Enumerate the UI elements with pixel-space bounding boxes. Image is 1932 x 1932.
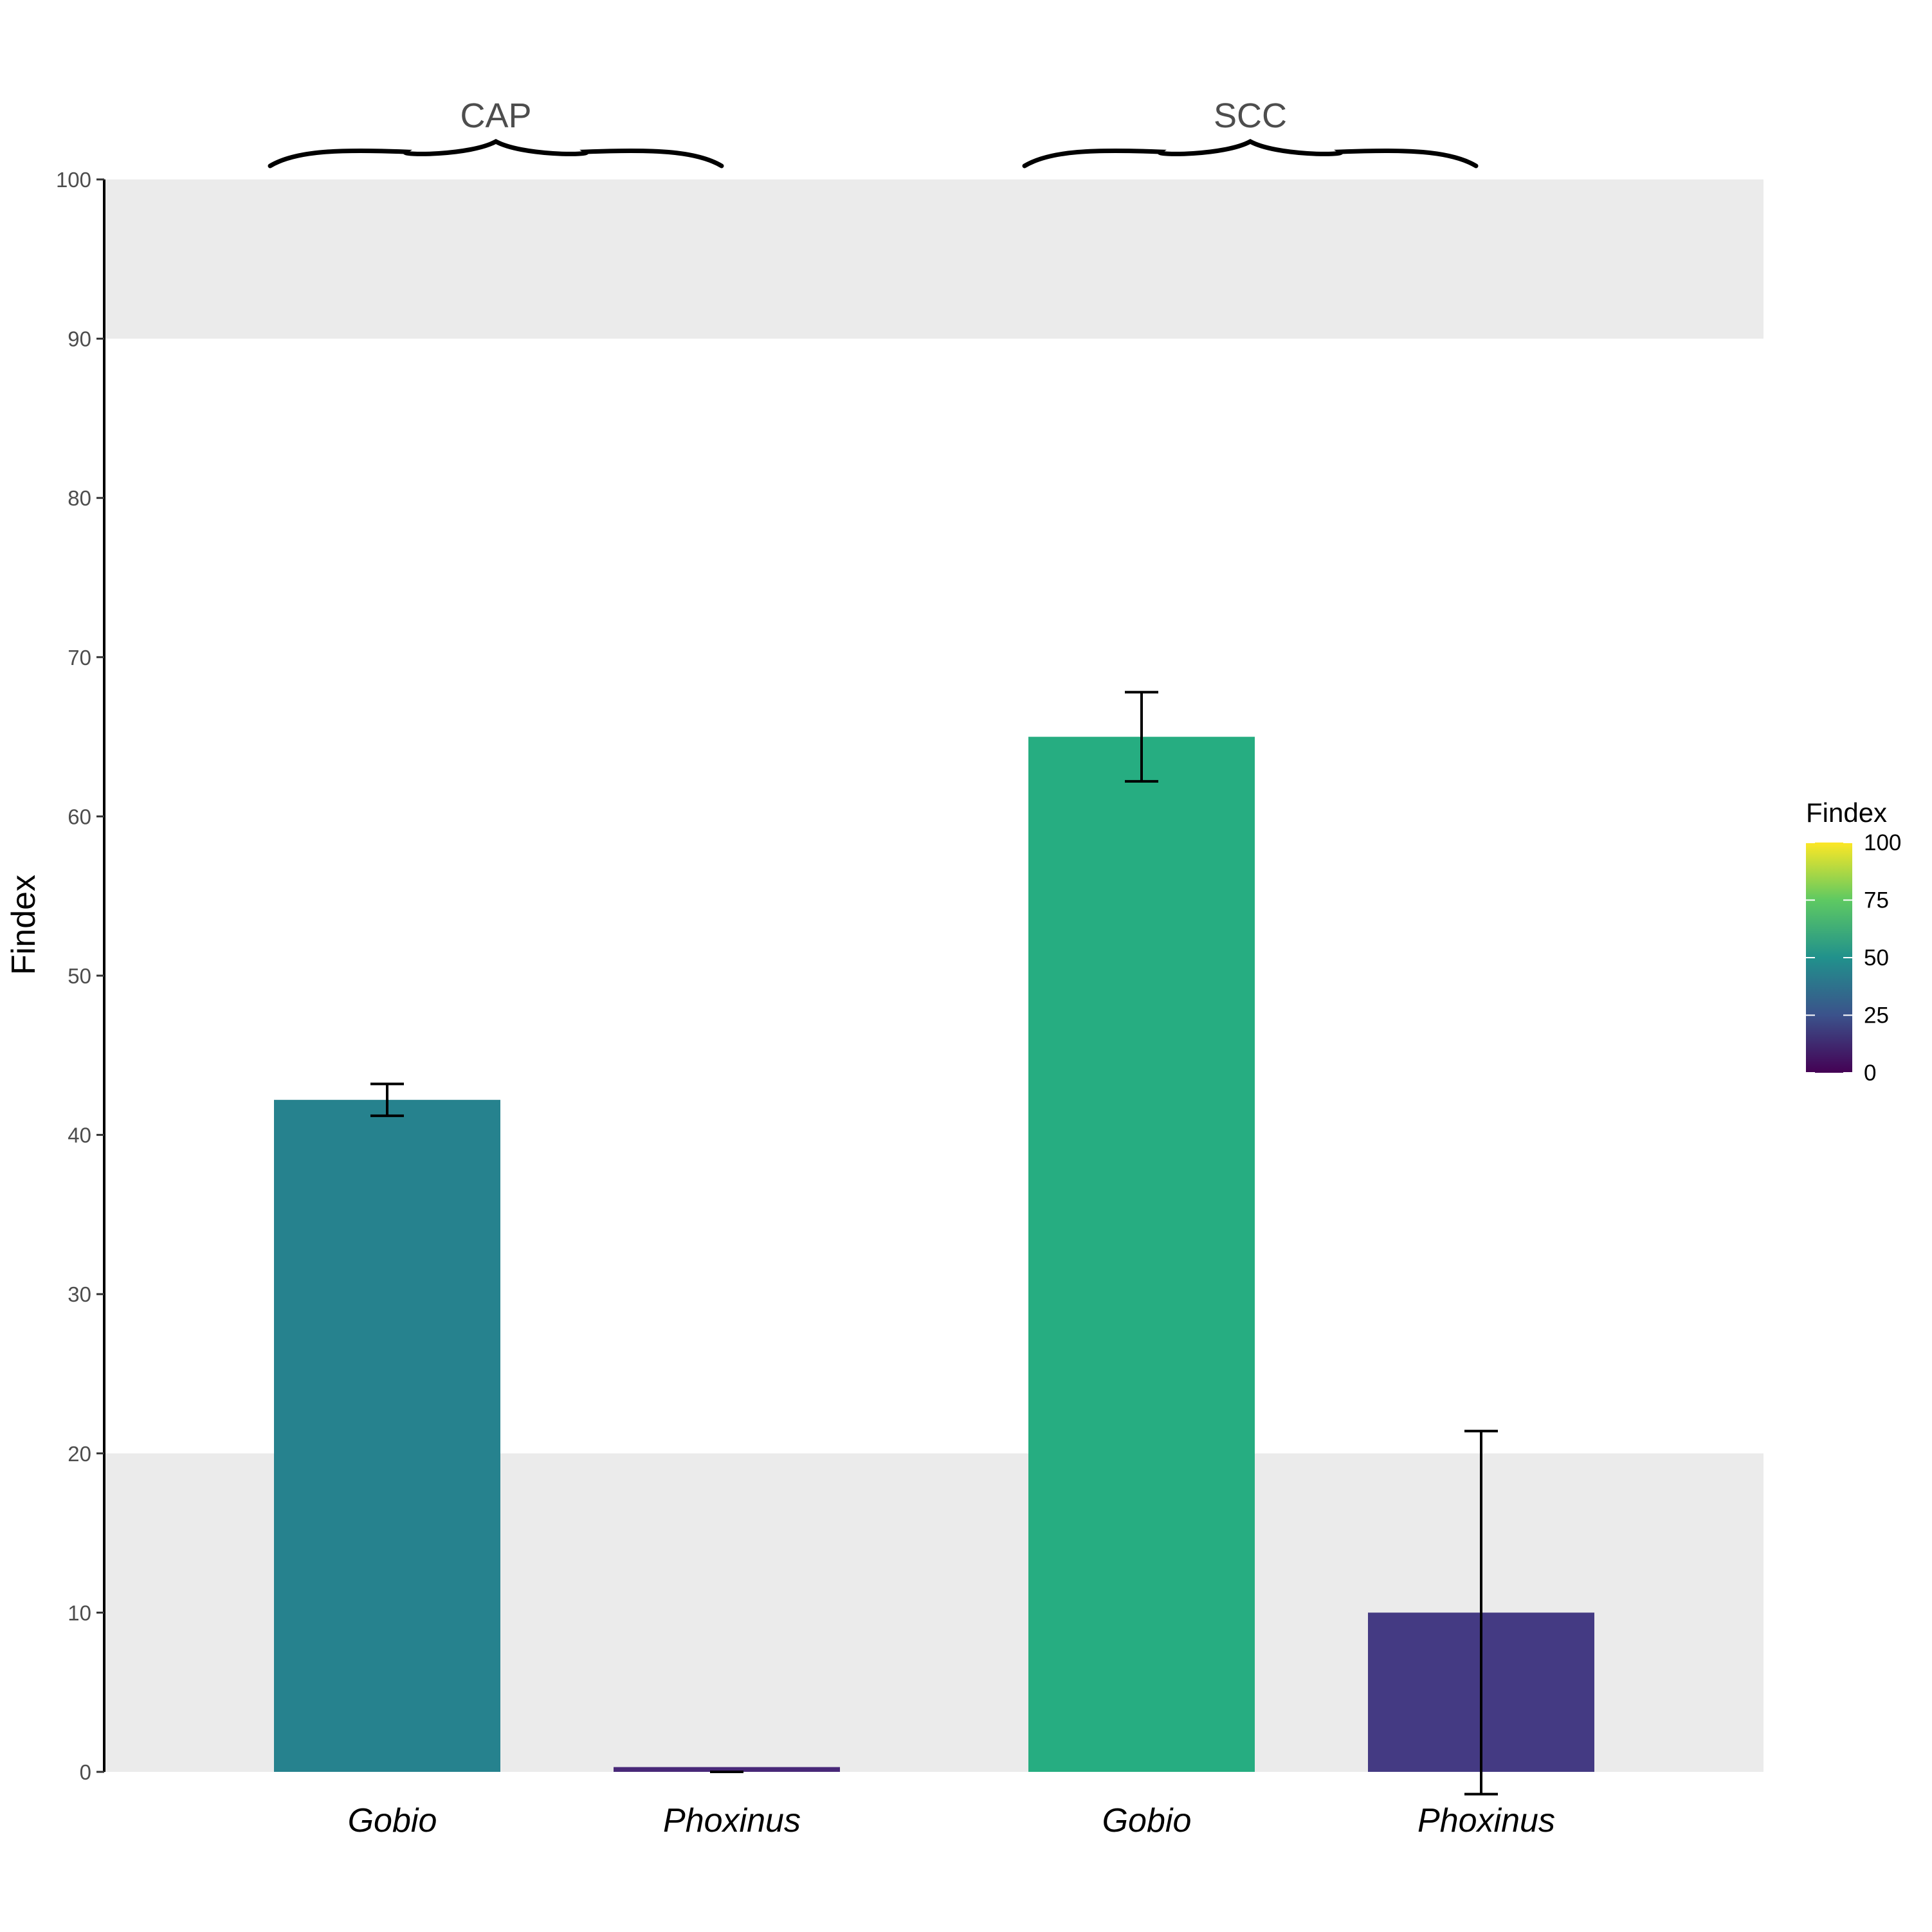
y-tick-label: 60 xyxy=(68,805,91,828)
group-label-cap: CAP xyxy=(460,96,531,135)
legend-tick-label: 100 xyxy=(1864,830,1901,855)
bar-scc-gobio xyxy=(1028,736,1255,1772)
error-bars xyxy=(370,691,1498,1796)
category-label: Phoxinus xyxy=(1417,1802,1555,1839)
y-tick-label: 30 xyxy=(68,1282,91,1306)
category-label: Gobio xyxy=(1102,1802,1192,1839)
category-label: Gobio xyxy=(348,1802,437,1839)
group-brace-cap xyxy=(268,139,724,169)
shaded-band-1 xyxy=(104,179,1763,339)
y-tick-label: 0 xyxy=(80,1760,91,1784)
legend-title: Findex xyxy=(1806,797,1887,828)
y-tick-label: 20 xyxy=(68,1442,91,1466)
category-labels: Gobio Phoxinus Gobio Phoxinus xyxy=(348,1802,1555,1839)
bar-cap-gobio xyxy=(274,1100,500,1772)
y-tick-label: 40 xyxy=(68,1124,91,1147)
category-label: Phoxinus xyxy=(663,1802,801,1839)
group-braces: CAP SCC xyxy=(268,96,1479,169)
legend-tick-label: 0 xyxy=(1864,1061,1876,1086)
bar-cap-phoxinus xyxy=(614,1767,840,1772)
y-tick-label: 70 xyxy=(68,646,91,670)
y-tick-label: 50 xyxy=(68,964,91,988)
y-axis-title: Findex xyxy=(5,875,42,975)
group-brace-scc xyxy=(1022,139,1479,169)
y-tick-label: 80 xyxy=(68,486,91,510)
y-tick-label: 10 xyxy=(68,1601,91,1625)
y-tick-label: 90 xyxy=(68,327,91,351)
legend-tick-label: 25 xyxy=(1864,1003,1889,1028)
y-axis: 0 10 20 30 40 50 60 70 80 90 100 xyxy=(56,168,105,1784)
y-tick-label: 100 xyxy=(56,168,91,192)
group-label-scc: SCC xyxy=(1214,96,1287,135)
legend-tick-label: 75 xyxy=(1864,888,1889,913)
legend: Findex 0 25 50 75 100 xyxy=(1806,797,1901,1086)
legend-tick-label: 50 xyxy=(1864,945,1889,971)
